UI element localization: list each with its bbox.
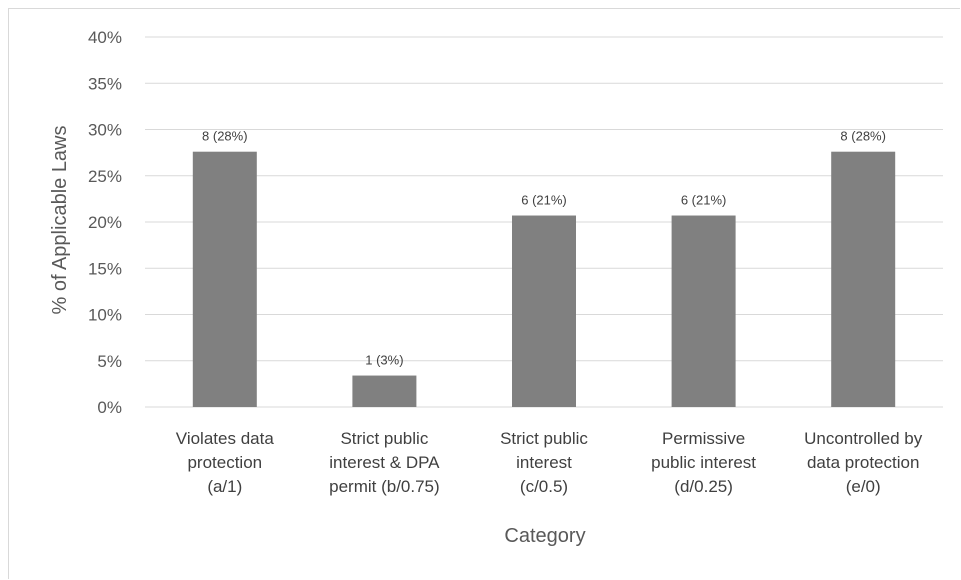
data-label: 1 (3%) bbox=[365, 353, 403, 368]
bar bbox=[831, 151, 896, 407]
y-tick-label: 25% bbox=[88, 167, 122, 186]
category-label: (e/0) bbox=[846, 477, 881, 496]
category-label: public interest bbox=[651, 453, 756, 472]
category-label: permit (b/0.75) bbox=[329, 477, 440, 496]
data-label: 8 (28%) bbox=[202, 129, 248, 144]
data-label: 8 (28%) bbox=[840, 129, 886, 144]
y-tick-label: 5% bbox=[97, 352, 122, 371]
category-label: (d/0.25) bbox=[674, 477, 733, 496]
chart-frame bbox=[8, 8, 960, 579]
y-tick-label: 10% bbox=[88, 306, 122, 325]
category-label: interest & DPA bbox=[329, 453, 440, 472]
y-tick-label: 35% bbox=[88, 74, 122, 93]
bar bbox=[352, 375, 417, 407]
category-labels: Violates data protection (a/1) Strict publi… bbox=[176, 429, 923, 496]
category-label: Permissive bbox=[662, 429, 745, 448]
y-tick-label: 30% bbox=[88, 121, 122, 140]
category-label: (a/1) bbox=[207, 477, 242, 496]
y-tick-label: 40% bbox=[88, 28, 122, 47]
y-tick-label: 20% bbox=[88, 213, 122, 232]
y-tick-label: 15% bbox=[88, 259, 122, 278]
data-label: 6 (21%) bbox=[681, 193, 727, 208]
data-label: 6 (21%) bbox=[521, 193, 567, 208]
category-label: Violates data bbox=[176, 429, 275, 448]
bar bbox=[512, 215, 576, 407]
y-tick-label: 0% bbox=[97, 398, 122, 417]
category-label: protection bbox=[187, 453, 262, 472]
bars bbox=[192, 151, 896, 407]
y-axis-title: % of Applicable Laws bbox=[49, 125, 71, 314]
data-labels: 8 (28%) 1 (3%) 6 (21%) 6 (21%) 8 (28%) bbox=[202, 129, 886, 368]
category-label: Strict public bbox=[500, 429, 588, 448]
x-axis-title: Category bbox=[504, 525, 585, 547]
category-label: (c/0.5) bbox=[520, 477, 568, 496]
category-label: Uncontrolled by bbox=[804, 429, 923, 448]
category-label: data protection bbox=[807, 453, 919, 472]
bar bbox=[192, 151, 257, 407]
bar bbox=[671, 215, 736, 407]
category-label: Strict public bbox=[340, 429, 428, 448]
category-label: interest bbox=[516, 453, 572, 472]
y-tick-labels: 0% 5% 10% 15% 20% 25% 30% 35% 40% bbox=[88, 28, 122, 417]
